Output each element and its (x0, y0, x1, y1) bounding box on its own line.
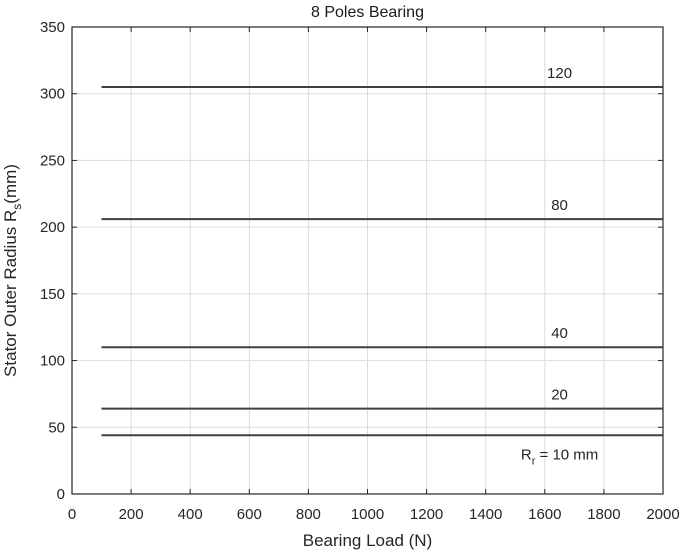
series-label-subscript: r (532, 455, 536, 467)
x-tick-label: 1400 (469, 506, 502, 523)
series-layer (101, 86, 663, 437)
series-label-suffix: = 10 mm (535, 446, 598, 463)
x-tick-label: 600 (237, 506, 262, 523)
y-tick-label: 50 (48, 419, 65, 436)
series-label-symbol: R (521, 446, 532, 463)
series-label: 80 (551, 197, 568, 214)
x-axis-title: Bearing Load (N) (303, 531, 432, 550)
y-axis-title-text: Stator Outer Radius (1, 227, 20, 377)
x-tick-label: 1200 (410, 506, 443, 523)
x-tick-label: 200 (119, 506, 144, 523)
y-axis-title: Stator Outer Radius Rs(mm) (1, 164, 24, 377)
tick-layer: 0 200 400 600 800 1000 1200 1400 1600 1800 2000 0 50… (40, 19, 680, 523)
x-tick-label: 400 (178, 506, 203, 523)
x-tick-label: 800 (296, 506, 321, 523)
y-axis-title-unit: (mm) (1, 164, 20, 204)
x-tick-label: 1600 (528, 506, 561, 523)
y-tick-label: 200 (40, 219, 65, 236)
chart-title: 8 Poles Bearing (311, 4, 424, 21)
x-tick-label: 1000 (351, 506, 384, 523)
x-tick-label: 1800 (587, 506, 620, 523)
grid-layer (72, 27, 663, 494)
series-label-layer: 120 80 40 20 Rr = 10 mm (521, 65, 598, 467)
x-tick-label: 2000 (646, 506, 679, 523)
y-axis-title-symbol: R (1, 210, 20, 222)
y-tick-label: 350 (40, 19, 65, 36)
series-label: 40 (551, 325, 568, 342)
x-tick-label: 0 (68, 506, 76, 523)
y-tick-label: 250 (40, 152, 65, 169)
series-label: 20 (551, 387, 568, 404)
y-tick-label: 300 (40, 86, 65, 103)
series-label: 120 (547, 65, 572, 82)
y-tick-label: 150 (40, 286, 65, 303)
y-axis-title-subscript: s (10, 204, 24, 210)
series-label: Rr = 10 mm (521, 446, 598, 467)
y-tick-label: 100 (40, 353, 65, 370)
y-tick-label: 0 (57, 486, 65, 503)
